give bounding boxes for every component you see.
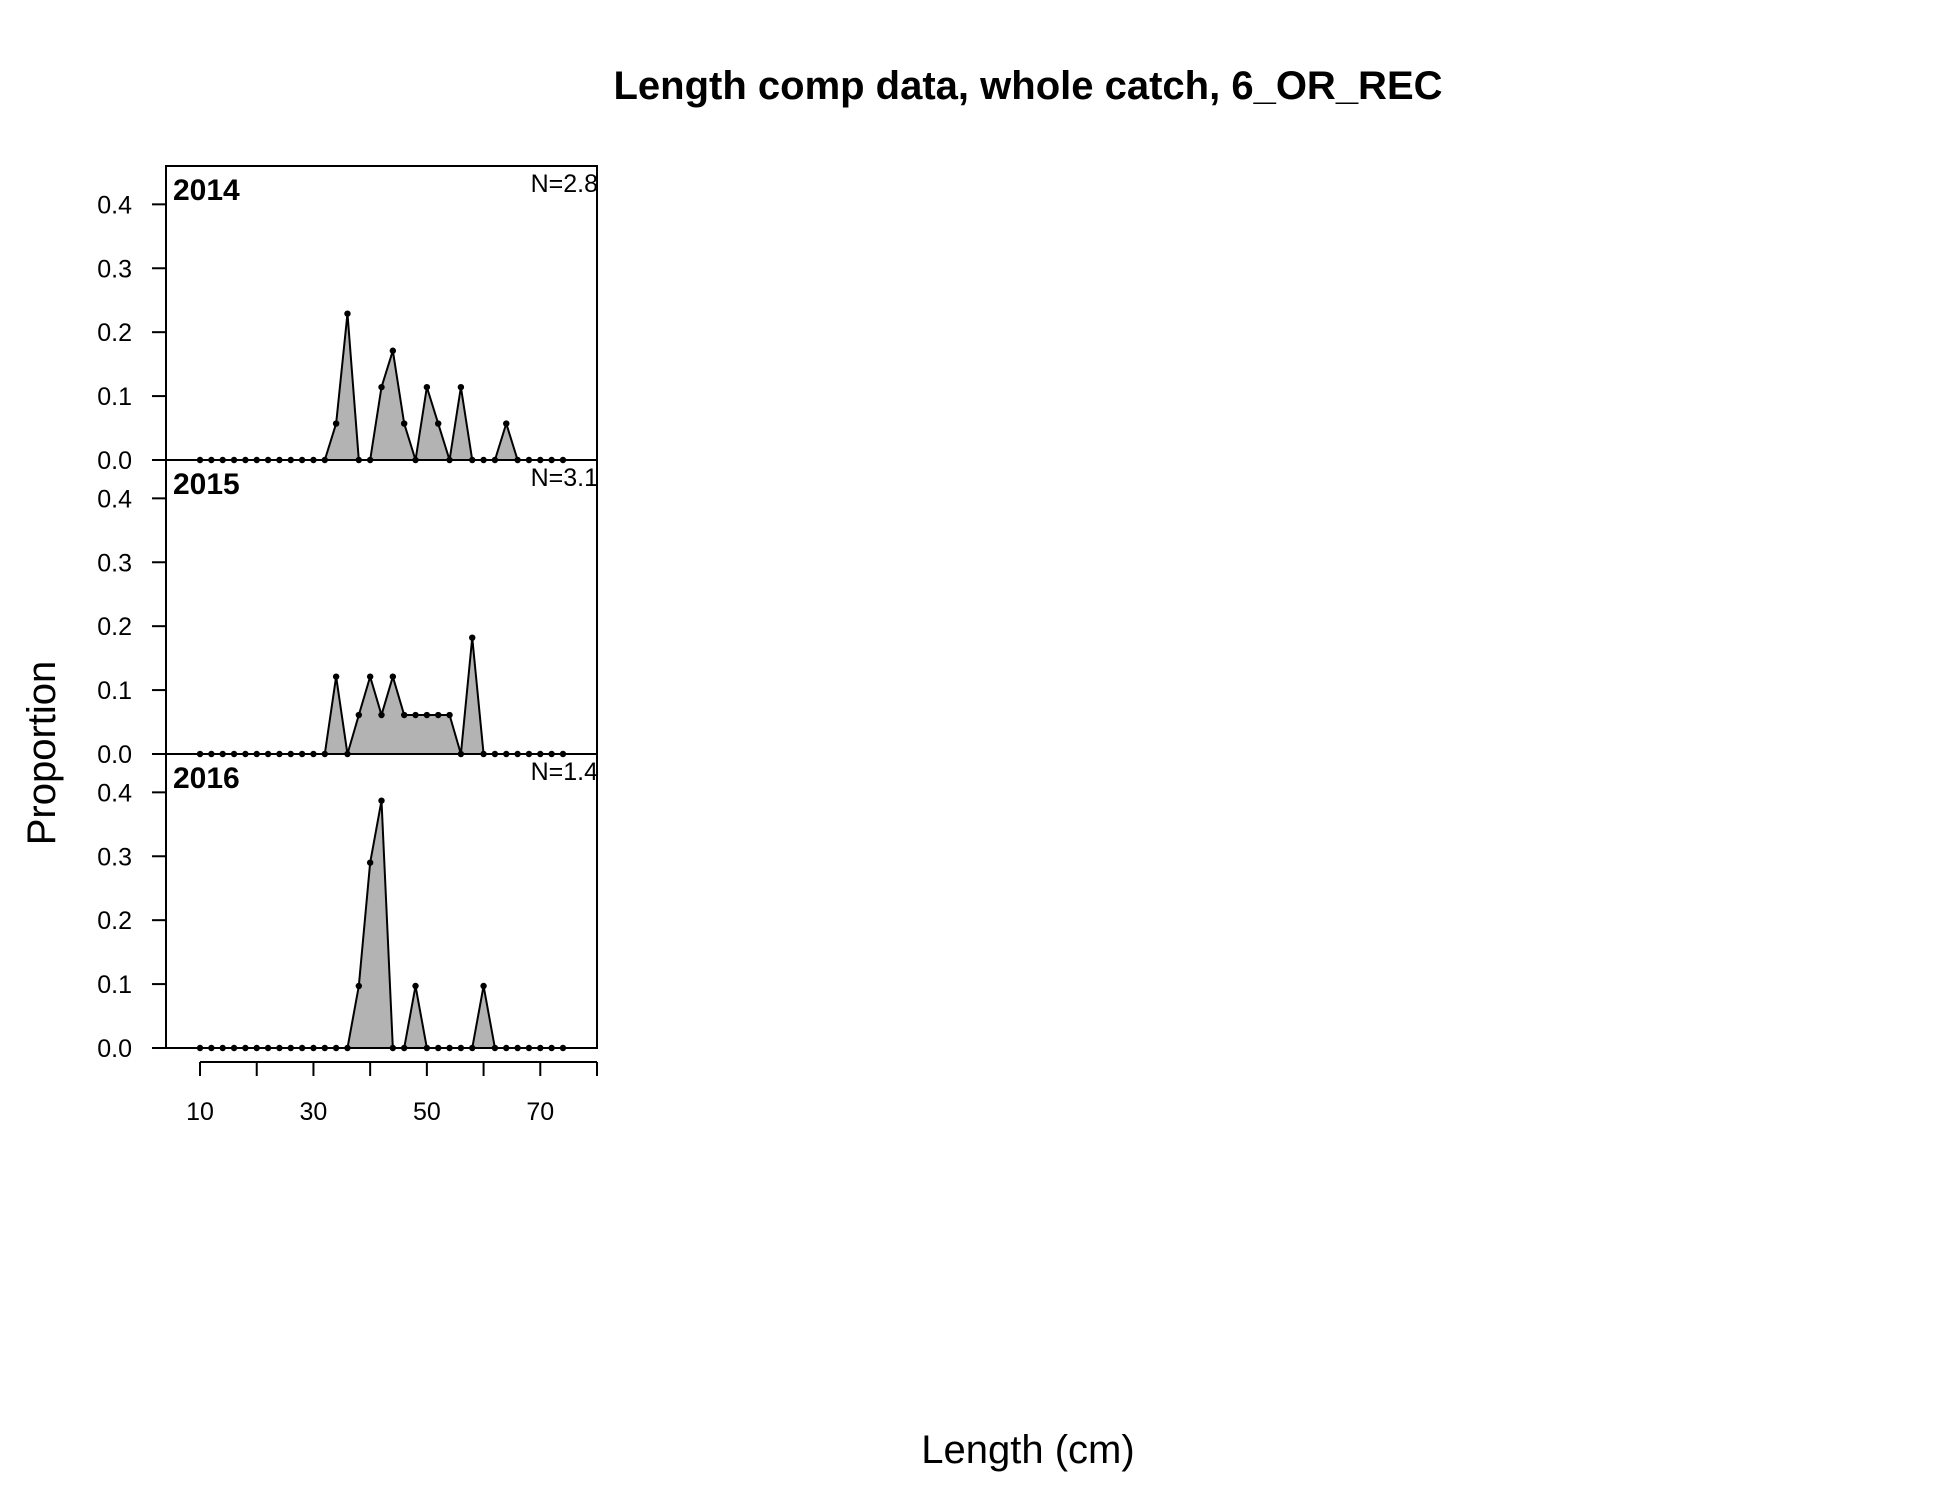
x-tick-label-70: 70 [526, 1098, 554, 1126]
panel-2014: 0.0 0.1 0.2 0.3 0.4 2014 N=2.8 [97, 165, 598, 475]
y-axis-label: Proportion [20, 661, 64, 846]
panels-group: 0.0 0.1 0.2 0.3 0.4 2014 N=2.8 0.0 0.1 0.2 0.3 0.4 2… [97, 165, 599, 1063]
data-point-2015-50 [423, 711, 431, 719]
data-point-2015-34 [332, 673, 340, 680]
y-tick-label-2016-0: 0.0 [97, 1035, 132, 1063]
data-point-2015-52 [435, 711, 442, 719]
data-point-2015-48 [412, 711, 419, 719]
data-point-2014-46 [400, 420, 408, 427]
data-point-2014-56 [457, 383, 465, 391]
data-point-2014-52 [435, 420, 442, 427]
y-tick-label-2015-4: 0.4 [97, 485, 132, 513]
data-point-2015-44 [389, 673, 397, 680]
area-fill-2016 [200, 800, 563, 1048]
data-point-2016-38 [355, 982, 363, 990]
x-tick-label-10: 10 [186, 1098, 214, 1126]
chart-title: Length comp data, whole catch, 6_OR_REC [613, 64, 1442, 108]
y-tick-label-2015-1: 0.1 [97, 677, 132, 705]
panel-2016: 0.0 0.1 0.2 0.3 0.4 2016 N=1.4 [97, 753, 599, 1063]
data-point-2015-38 [355, 711, 363, 719]
y-tick-label-2015-3: 0.3 [97, 549, 132, 577]
data-point-2016-48 [412, 982, 419, 990]
x-axis-label: Length (cm) [921, 1428, 1134, 1472]
panel-year-label: 2016 [173, 762, 240, 795]
panel-frame-2015 [165, 459, 598, 755]
y-tick-label-2016-1: 0.1 [97, 971, 132, 999]
panel-frame-2016 [165, 753, 598, 1049]
data-point-2016-42 [378, 797, 385, 804]
data-point-2014-42 [378, 383, 385, 391]
area-fill-2014 [200, 313, 563, 460]
x-axis: 10 30 50 70 [186, 1061, 598, 1126]
y-tick-label-2014-1: 0.1 [97, 383, 132, 411]
data-point-2014-36 [344, 310, 351, 317]
panel-2015: 0.0 0.1 0.2 0.3 0.4 2015 N=3.1 [97, 459, 598, 769]
y-tick-label-2014-3: 0.3 [97, 255, 132, 283]
data-point-2015-40 [366, 673, 374, 680]
y-tick-label-2014-2: 0.2 [97, 319, 132, 347]
panel-year-label: 2015 [173, 468, 240, 501]
y-tick-label-2015-2: 0.2 [97, 613, 132, 641]
y-tick-label-2015-0: 0.0 [97, 741, 132, 769]
data-point-2015-54 [446, 711, 453, 719]
data-point-2016-60 [480, 982, 487, 990]
y-tick-label-2014-4: 0.4 [97, 191, 132, 219]
data-point-2014-44 [389, 347, 397, 354]
x-tick-label-30: 30 [300, 1098, 328, 1126]
data-point-2014-50 [423, 383, 431, 391]
y-tick-label-2016-2: 0.2 [97, 907, 132, 935]
y-tick-label-2016-3: 0.3 [97, 843, 132, 871]
data-point-2015-58 [469, 634, 476, 641]
y-tick-label-2016-4: 0.4 [97, 779, 132, 807]
data-point-2015-46 [400, 711, 408, 719]
data-point-2014-64 [503, 420, 510, 427]
data-point-2014-34 [332, 420, 340, 427]
panel-n-label: N=1.4 [531, 758, 599, 786]
y-tick-label-2014-0: 0.0 [97, 447, 132, 475]
panel-year-label: 2014 [173, 174, 240, 207]
data-point-2015-42 [378, 711, 385, 719]
panel-n-label: N=3.1 [531, 464, 598, 492]
panel-n-label: N=2.8 [531, 170, 598, 198]
data-point-2016-40 [366, 859, 374, 866]
x-tick-label-50: 50 [413, 1098, 441, 1126]
area-fill-2015 [200, 637, 563, 754]
